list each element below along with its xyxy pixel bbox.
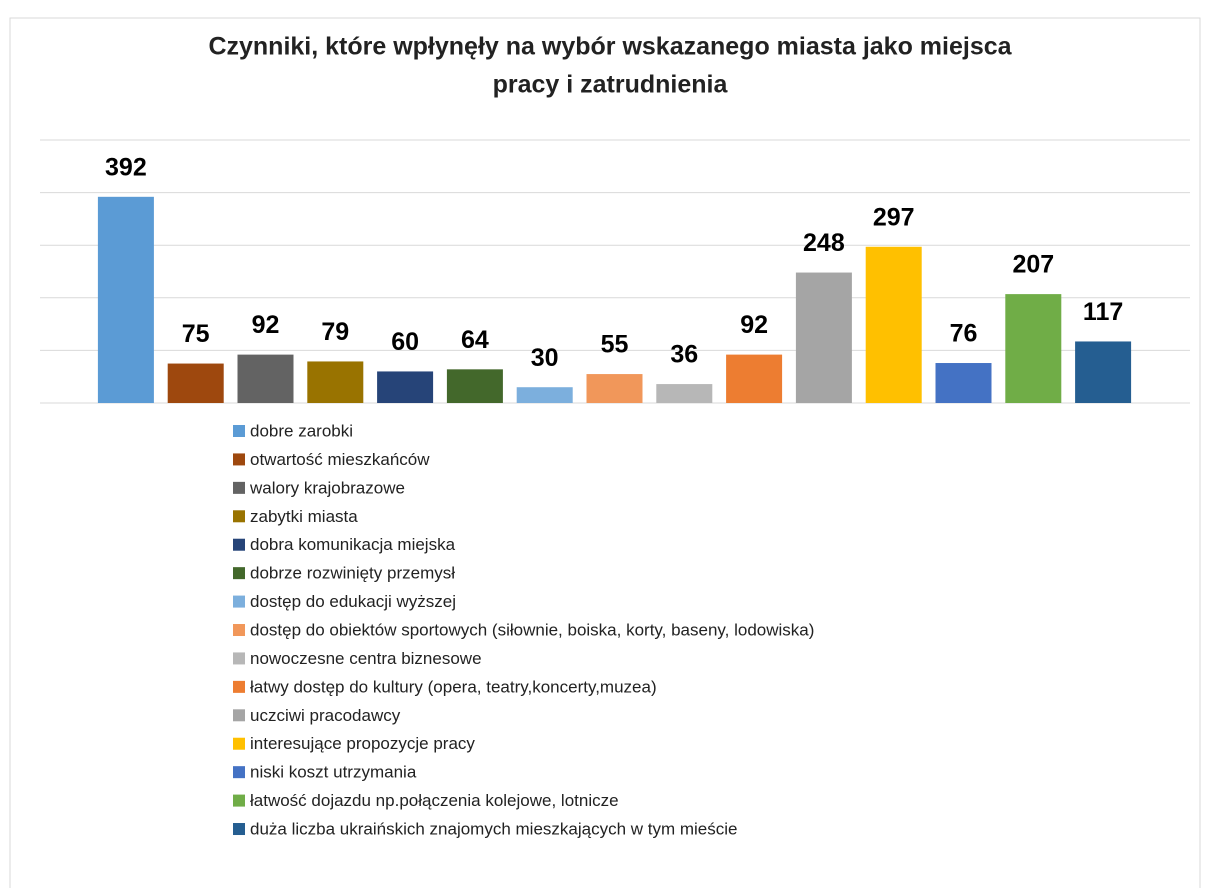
legend-swatch <box>233 595 245 608</box>
data-label: 30 <box>531 344 559 372</box>
legend-swatch <box>233 737 245 750</box>
bar <box>1005 294 1062 403</box>
bar <box>586 374 643 403</box>
data-label: 36 <box>670 341 698 369</box>
legend-label: niski koszt utrzymania <box>250 763 417 782</box>
legend-label: dobra komunikacja miejska <box>250 535 456 554</box>
bar <box>795 272 852 403</box>
legend-swatch <box>233 425 245 437</box>
data-label: 248 <box>803 229 845 257</box>
bar <box>935 363 992 403</box>
legend-swatch <box>233 481 245 494</box>
legend-label: uczciwi pracodawcy <box>250 706 401 725</box>
data-label: 76 <box>950 320 978 348</box>
bar <box>656 384 713 403</box>
legend-swatch <box>233 538 245 551</box>
legend-label: zabytki miasta <box>250 507 358 526</box>
legend-label: dobre zarobki <box>250 421 353 440</box>
data-label: 79 <box>321 318 349 346</box>
bar <box>865 246 922 403</box>
legend-label: otwartość mieszkańców <box>250 450 430 469</box>
legend-swatch <box>233 624 245 637</box>
legend-swatch <box>233 823 245 836</box>
legend-label: nowoczesne centra biznesowe <box>250 649 482 668</box>
bar <box>307 361 364 403</box>
data-label: 207 <box>1012 251 1054 279</box>
chart-border <box>9 17 1201 888</box>
legend-label: łatwy dostęp do kultury (opera, teatry,k… <box>250 677 657 696</box>
bar <box>377 371 434 403</box>
legend-label: walory krajobrazowe <box>249 478 405 497</box>
data-label: 60 <box>391 328 419 356</box>
bar <box>237 354 294 403</box>
legend-swatch <box>233 794 245 807</box>
data-label: 117 <box>1083 298 1123 326</box>
bar <box>97 196 154 403</box>
data-label: 297 <box>873 203 915 231</box>
legend-swatch <box>233 453 245 466</box>
chart-title: pracy i zatrudnienia <box>493 71 729 99</box>
chart-title: Czynniki, które wpłynęły na wybór wskaza… <box>208 33 1012 61</box>
legend-label: duża liczba ukraińskich znajomych mieszk… <box>250 820 738 839</box>
legend-swatch <box>233 567 245 580</box>
legend-swatch <box>233 652 245 665</box>
legend-label: łatwość dojazdu np.połączenia kolejowe, … <box>250 791 619 810</box>
data-label: 392 <box>105 153 147 181</box>
legend-label: dobrze rozwinięty przemysł <box>250 564 455 583</box>
legend-swatch <box>233 709 245 722</box>
legend-label: dostęp do edukacji wyższej <box>250 592 456 611</box>
legend-swatch <box>233 680 245 693</box>
bar <box>1075 341 1132 403</box>
bar <box>516 387 573 403</box>
legend-swatch <box>233 510 245 523</box>
legend-label: dostęp do obiektów sportowych (siłownie,… <box>250 620 814 639</box>
data-label: 92 <box>740 311 768 339</box>
data-label: 55 <box>601 331 629 359</box>
data-label: 64 <box>461 326 489 354</box>
legend-swatch <box>233 766 245 779</box>
bar <box>446 369 503 403</box>
bar <box>726 354 783 403</box>
data-label: 92 <box>252 311 280 339</box>
legend-label: interesujące propozycje pracy <box>250 734 475 753</box>
data-label: 75 <box>182 320 210 348</box>
bar <box>167 363 224 403</box>
